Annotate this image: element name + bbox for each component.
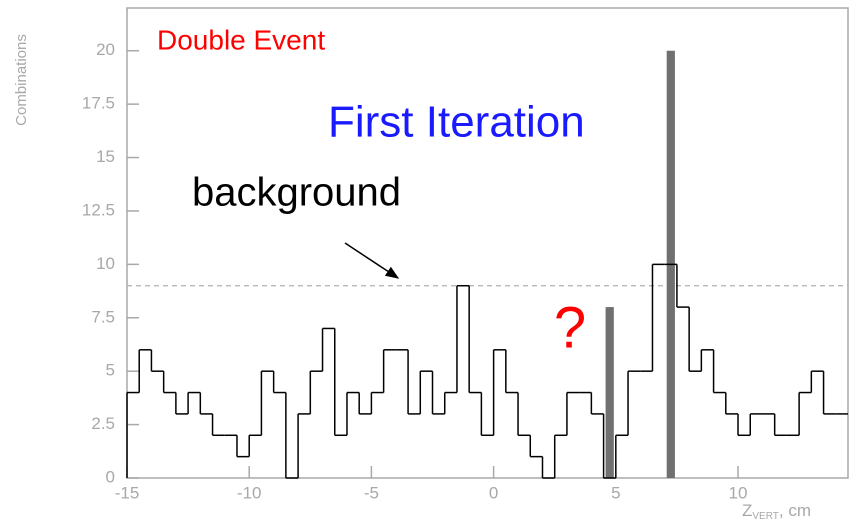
x-axis-label: ZVERT, cm <box>742 501 811 521</box>
x-tick-label: 5 <box>611 483 620 502</box>
highlight-bar <box>605 307 614 478</box>
annotation: background <box>192 171 401 215</box>
x-label-main: Z <box>742 501 752 520</box>
x-tick-label: -15 <box>115 483 140 502</box>
annotation: First Iteration <box>328 98 585 147</box>
annotation: ? <box>554 295 586 360</box>
y-axis-label: Combinations <box>13 34 30 126</box>
arrow <box>344 242 400 279</box>
y-tick-label: 17.5 <box>82 94 115 113</box>
plot-frame <box>126 7 849 479</box>
x-tick-label: 0 <box>489 483 498 502</box>
x-tick-label: -5 <box>364 483 379 502</box>
x-tick-label: 10 <box>729 483 748 502</box>
x-tick-label: -10 <box>237 483 262 502</box>
y-tick-label: 15 <box>96 147 115 166</box>
x-label-suffix: , cm <box>779 501 811 520</box>
y-tick-label: 5 <box>106 361 115 380</box>
y-tick-label: 0 <box>106 467 115 486</box>
y-tick-label: 20 <box>96 40 115 59</box>
y-tick-label: 2.5 <box>91 414 115 433</box>
y-tick-label: 7.5 <box>91 307 115 326</box>
y-tick-label: 12.5 <box>82 200 115 219</box>
y-tick-label: 10 <box>96 254 115 273</box>
x-label-sub: VERT <box>752 511 779 522</box>
annotation: Double Event <box>157 24 325 55</box>
